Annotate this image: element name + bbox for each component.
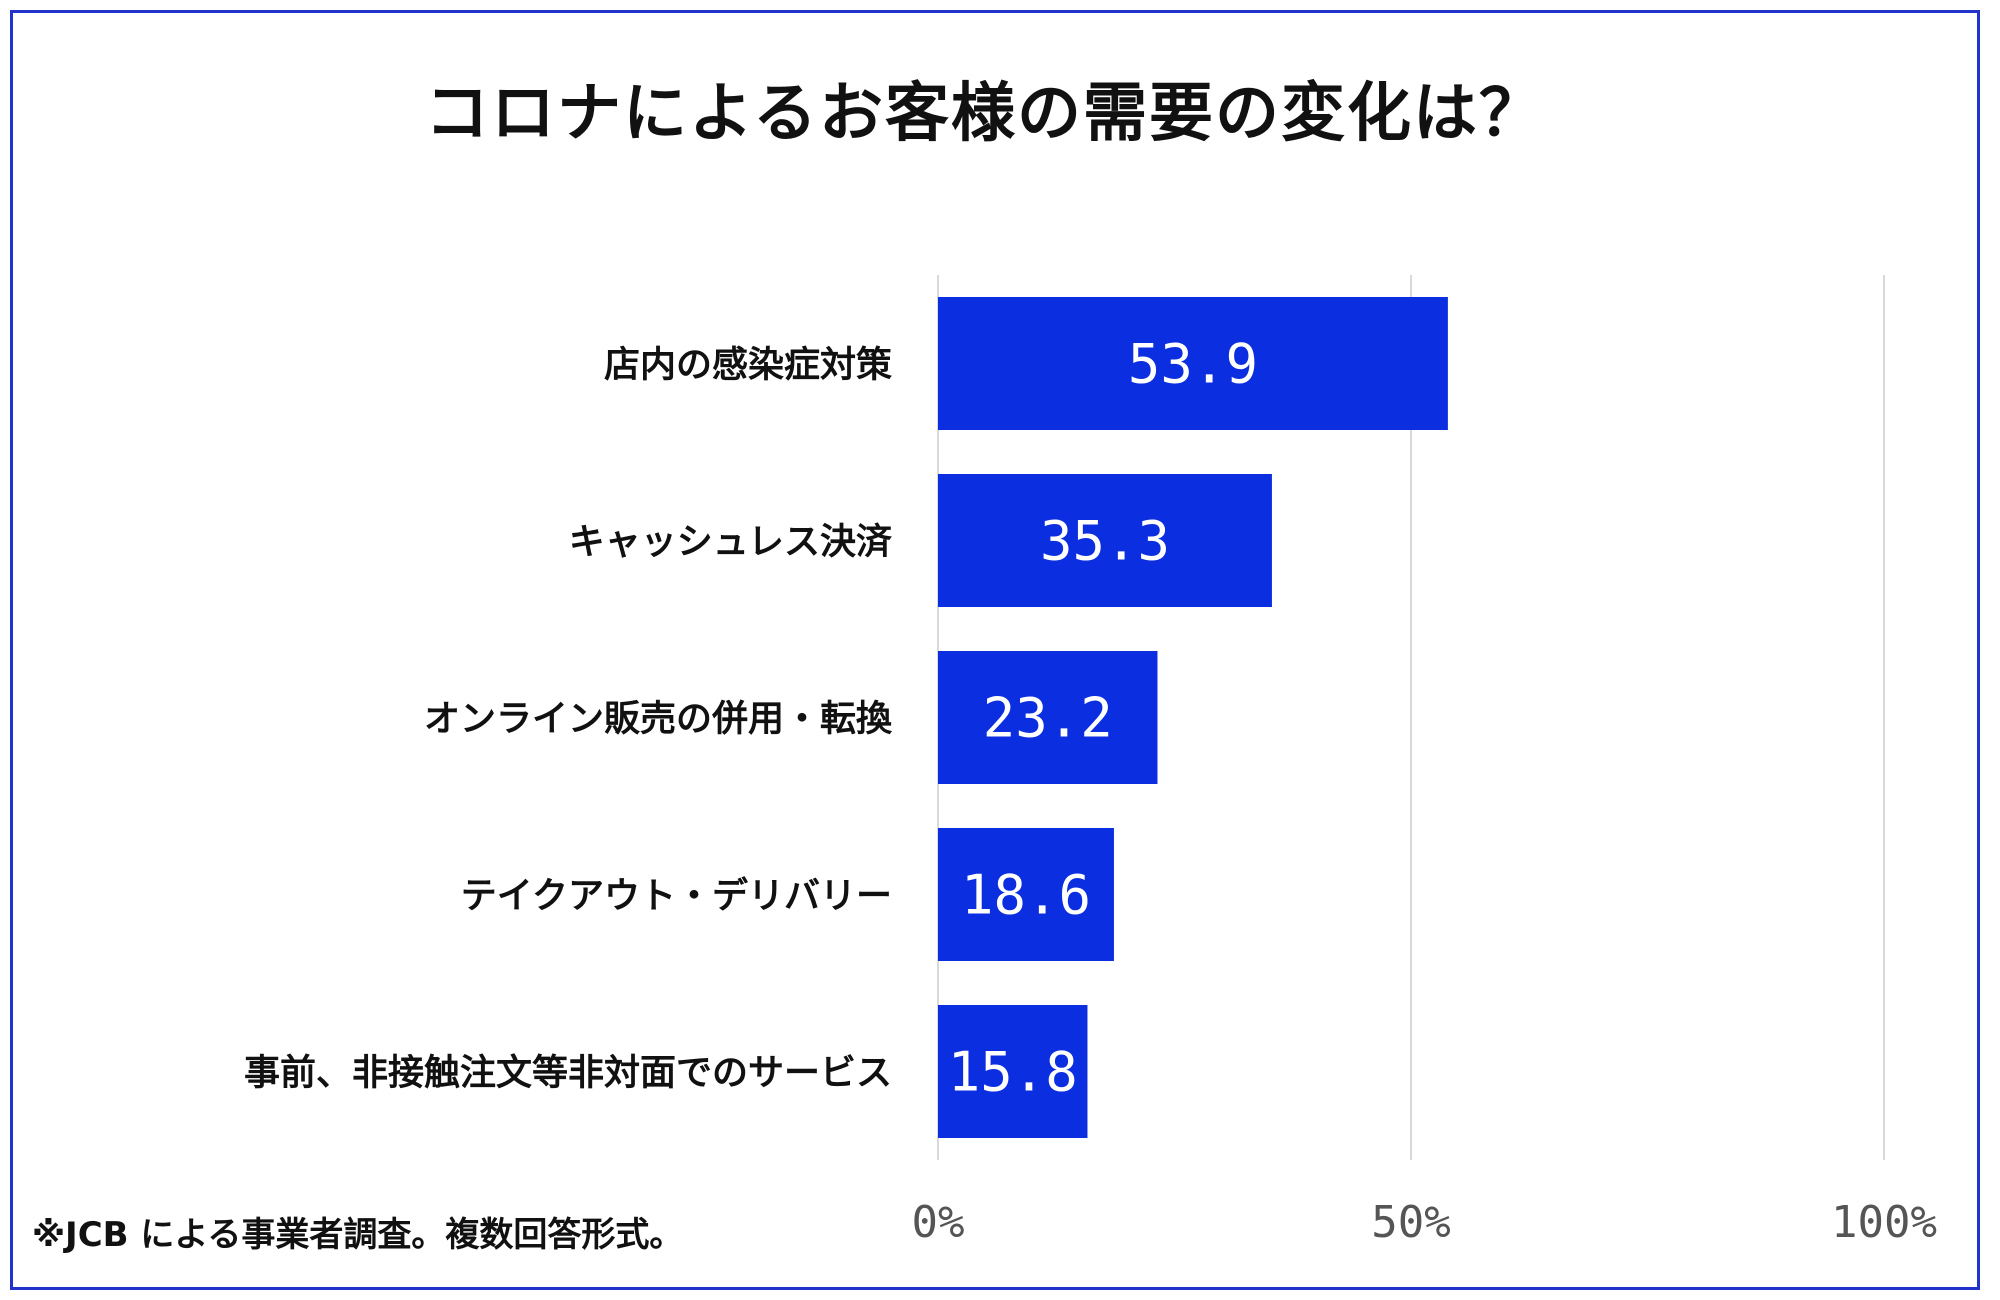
x-tick-label: 100%	[1831, 1197, 1937, 1248]
category-label: キャッシュレス決済	[569, 522, 892, 563]
value-label: 53.9	[1128, 333, 1258, 396]
category-label: 店内の感染症対策	[604, 345, 892, 386]
bar	[938, 1005, 1088, 1138]
category-label: テイクアウト・デリバリー	[461, 875, 892, 917]
value-label: 23.2	[983, 687, 1113, 750]
x-tick-label: 50%	[1371, 1197, 1450, 1248]
bar	[938, 474, 1272, 607]
bar	[938, 651, 1158, 784]
bar	[938, 828, 1114, 961]
x-tick-label: 0%	[912, 1197, 965, 1248]
category-label: オンライン販売の併用・転換	[424, 699, 893, 740]
value-label: 15.8	[948, 1041, 1078, 1104]
chart-title: コロナによるお客様の需要の変化は？	[424, 77, 1546, 151]
chart-footnote: ※JCB による事業者調査。複数回答形式。	[32, 1215, 684, 1255]
value-label: 35.3	[1040, 510, 1170, 573]
bar	[938, 297, 1448, 430]
category-label: 事前、非接触注文等非対面でのサービス	[244, 1053, 892, 1094]
value-label: 18.6	[961, 864, 1091, 927]
